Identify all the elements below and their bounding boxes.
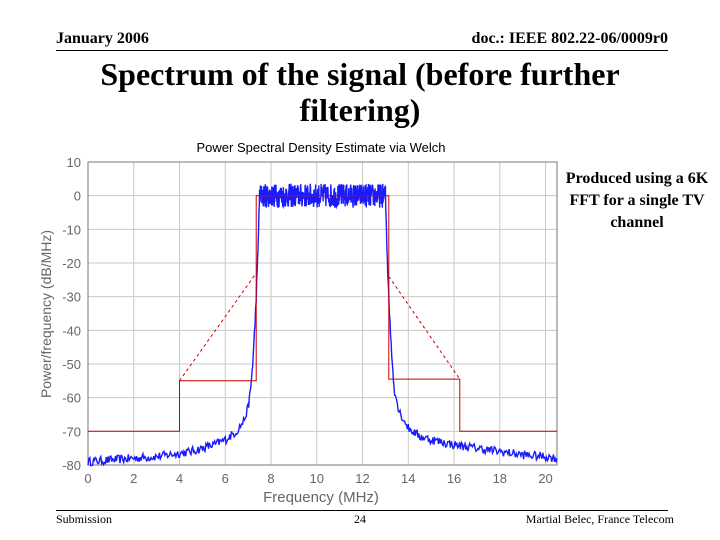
y-tick-label: -80	[62, 458, 81, 473]
x-tick-label: 4	[176, 471, 183, 486]
x-tick-label: 18	[493, 471, 507, 486]
x-tick-label: 2	[130, 471, 137, 486]
header-rule	[56, 50, 668, 51]
x-tick-label: 20	[538, 471, 552, 486]
y-tick-label: -70	[62, 424, 81, 439]
header-date: January 2006	[56, 30, 149, 47]
header-doc-id: doc.: IEEE 802.22-06/0009r0	[471, 30, 668, 47]
slide-title: Spectrum of the signal (before further f…	[100, 56, 620, 128]
footer-rule	[56, 510, 668, 511]
y-tick-label: 0	[74, 189, 81, 204]
chart-series	[87, 183, 558, 467]
y-tick-label: 10	[67, 155, 81, 170]
x-tick-label: 8	[267, 471, 274, 486]
footer-author: Martial Belec, France Telecom	[525, 512, 674, 526]
chart-grid	[87, 161, 557, 466]
y-tick-label: -10	[62, 222, 81, 237]
y-tick-label: -50	[62, 357, 81, 372]
footer-page-number: 24	[354, 512, 366, 526]
y-tick-label: -30	[62, 290, 81, 305]
signal-psd-line	[87, 183, 558, 467]
x-axis-label: Frequency (MHz)	[263, 489, 379, 506]
x-tick-label: 6	[222, 471, 229, 486]
x-tick-label: 14	[401, 471, 415, 486]
plot-frame	[87, 161, 558, 466]
mask-slope-line	[179, 272, 257, 382]
mask-slope-line	[388, 276, 461, 380]
y-tick-label: -20	[62, 256, 81, 271]
y-tick-label: -60	[62, 391, 81, 406]
x-tick-label: 0	[84, 471, 91, 486]
footer-submission: Submission	[56, 512, 113, 526]
y-axis-label: Power/frequency (dB/MHz)	[38, 230, 54, 398]
x-tick-label: 12	[355, 471, 369, 486]
side-note: Produced using a 6K FFT for a single TV …	[565, 170, 709, 231]
spectrum-mask-line	[88, 195, 557, 432]
y-tick-label: -40	[62, 323, 81, 338]
x-tick-label: 16	[447, 471, 461, 486]
chart-title: Power Spectral Density Estimate via Welc…	[196, 140, 445, 155]
chart-ticks: 0 2 4 6 8 10 12 14 16 18 20 10 0 -10 -20 -30 -40 -50 -60 -7…	[62, 155, 553, 486]
x-tick-label: 10	[310, 471, 324, 486]
